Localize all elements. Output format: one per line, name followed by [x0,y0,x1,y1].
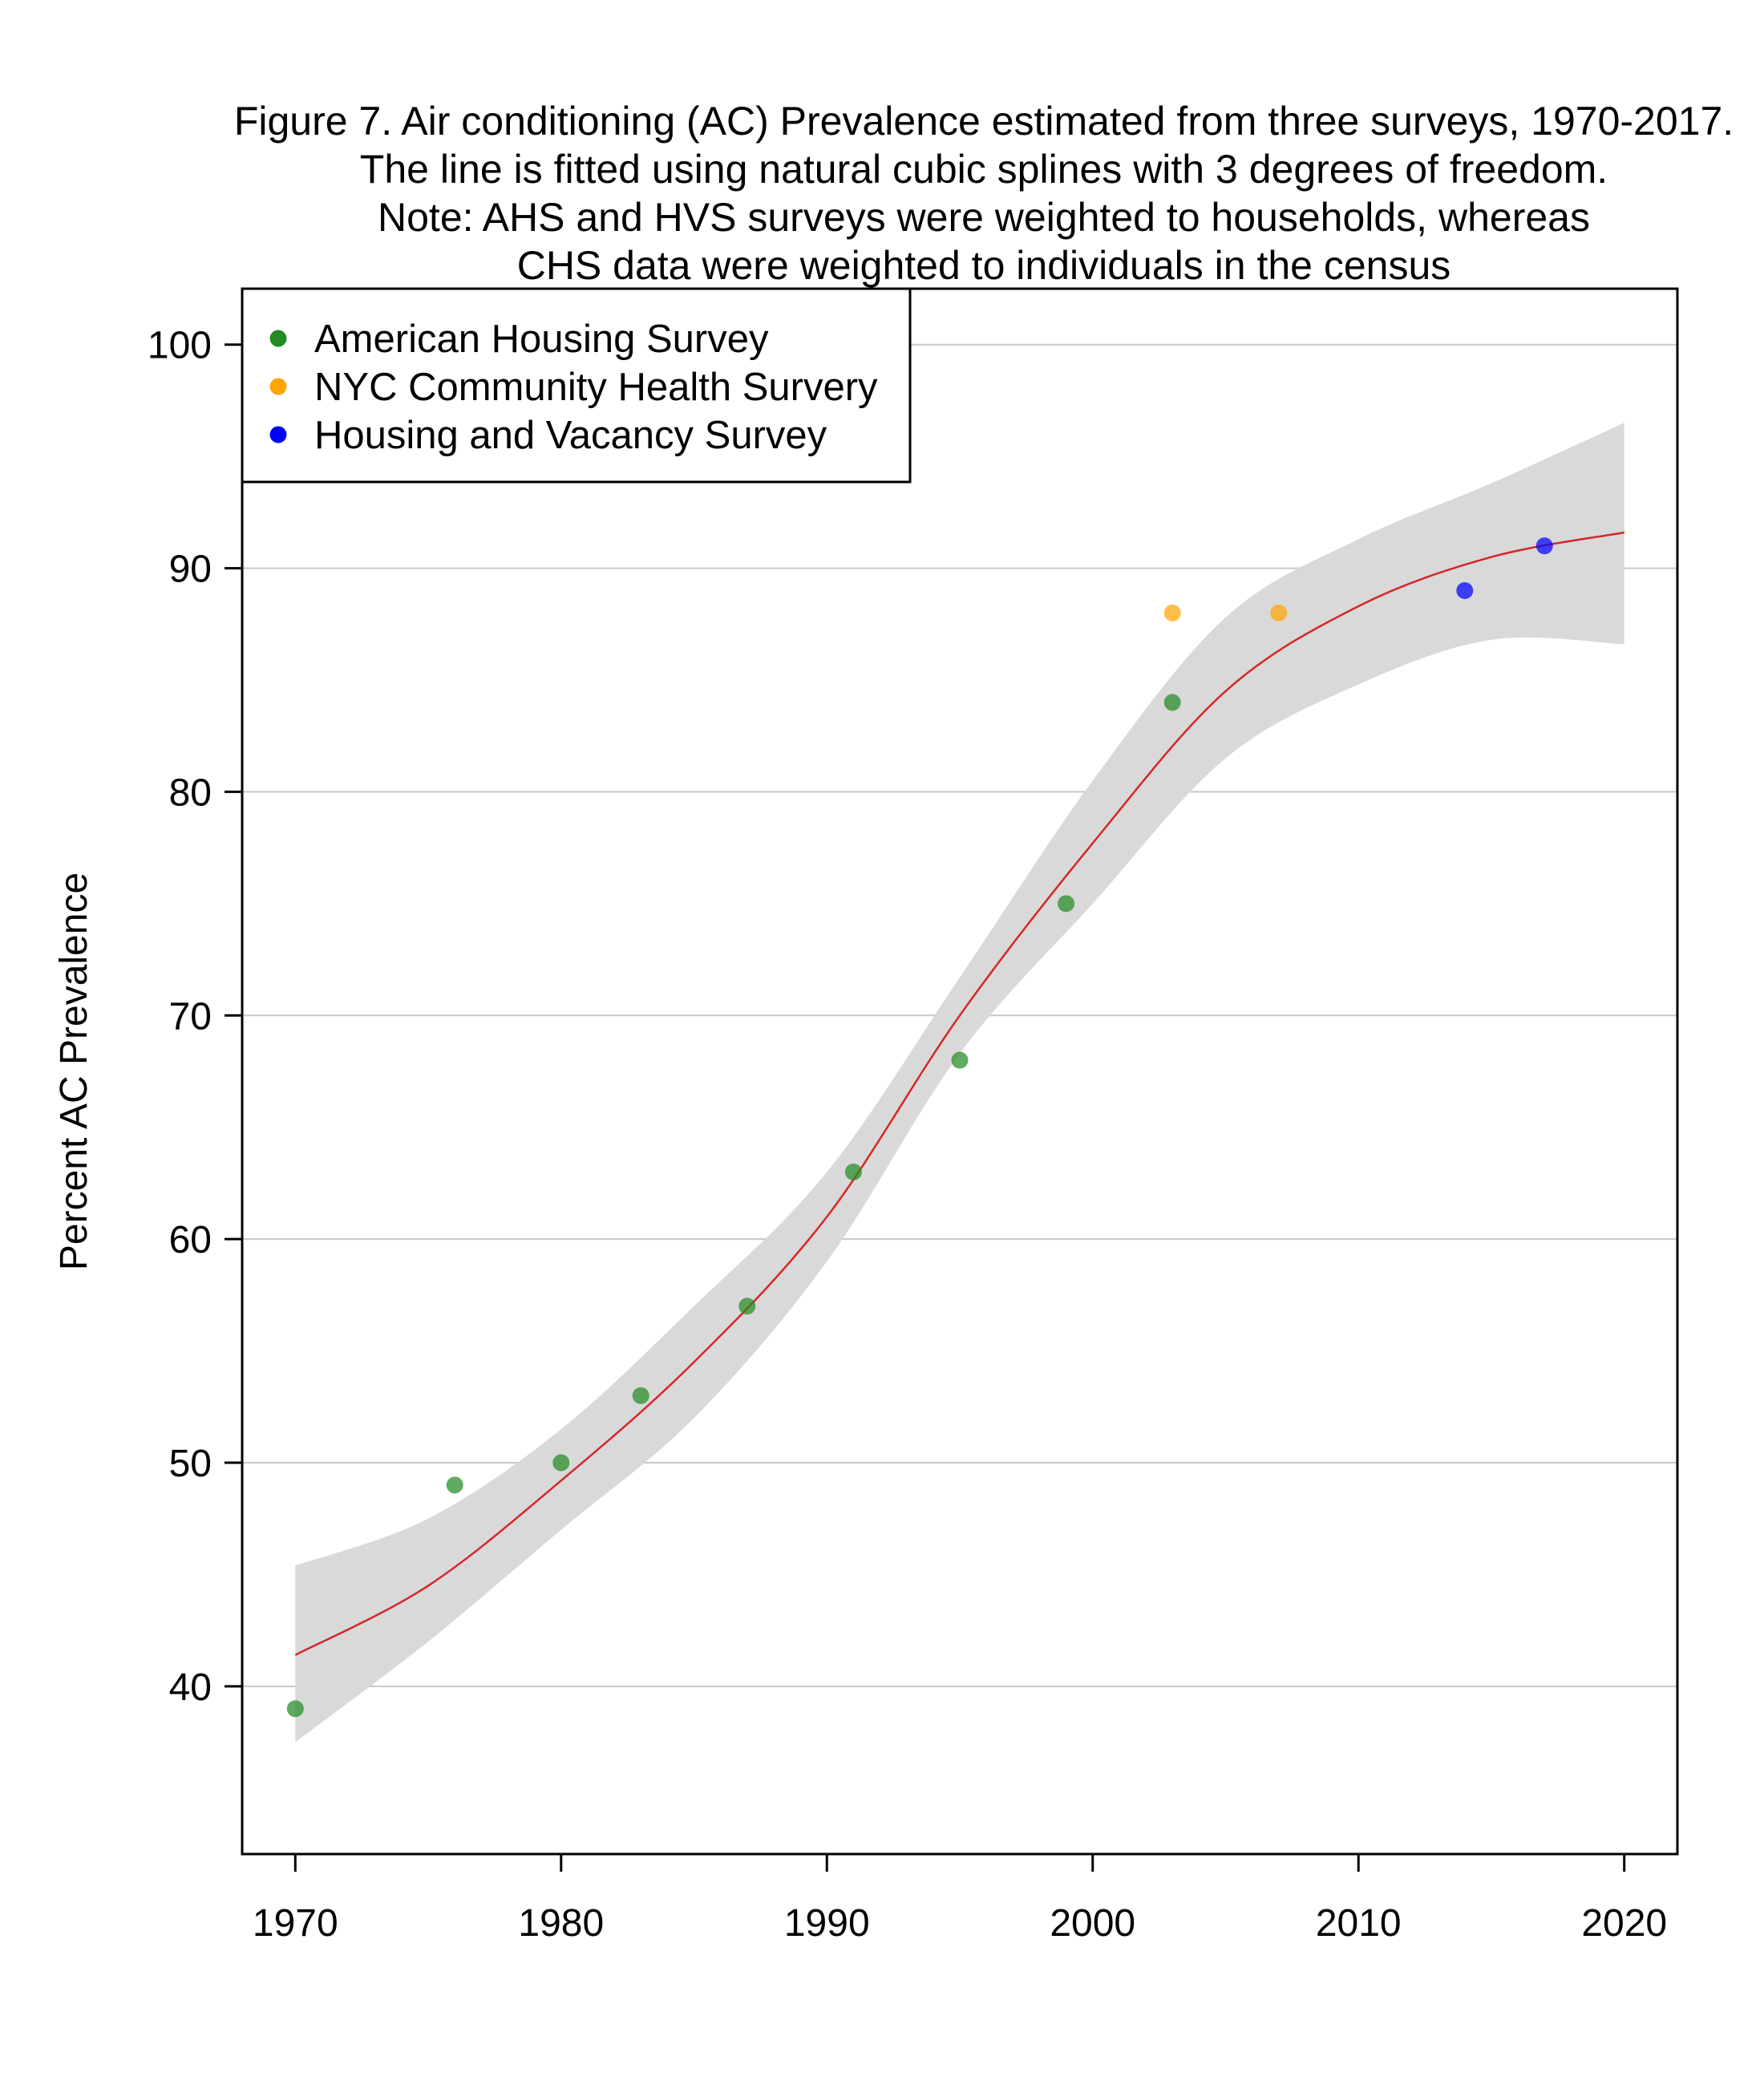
title-line-3: Note: AHS and HVS surveys were weighted … [378,195,1590,240]
legend-label-2: NYC Community Health Survery [314,366,878,409]
title-line-2: The line is fitted using natural cubic s… [360,147,1608,192]
point-series-1-1980 [552,1454,570,1472]
legend: American Housing Survey NYC Community Hea… [241,287,912,484]
legend-marker-3 [269,426,287,443]
point-series-1-1999 [1058,895,1075,913]
title-line-4: CHS data were weighted to individuals in… [517,243,1451,288]
point-series-1-1983 [632,1387,649,1404]
x-tick-label-1990: 1990 [784,1902,870,1945]
point-series-2-2003 [1163,604,1181,621]
title-line-1: Figure 7. Air conditioning (AC) Prevalen… [234,99,1734,144]
point-series-1-1976 [446,1476,463,1494]
y-tick-label-60: 60 [169,1219,212,1261]
legend-label-3: Housing and Vacancy Survey [314,414,827,457]
confidence-band-layer [295,423,1624,1743]
fit-line [294,531,1624,1656]
y-tick-label-90: 90 [169,549,212,591]
y-tick-label-100: 100 [148,325,212,367]
legend-marker-1 [269,330,287,347]
point-series-1-2003 [1163,694,1181,711]
points-layer [286,537,1553,1718]
point-series-1-1995 [951,1051,969,1069]
y-tick-label-50: 50 [169,1443,212,1485]
x-tick-label-2010: 2010 [1316,1902,1402,1945]
y-axis: 40 50 60 70 80 90 100 [148,325,244,1709]
legend-label-1: American Housing Survey [314,318,769,361]
x-axis: 1970 1980 1990 2000 2010 2020 [253,1852,1667,1945]
confidence-band [295,423,1624,1743]
point-series-1-1991 [844,1163,862,1180]
y-tick-label-40: 40 [169,1666,212,1709]
y-tick-label-80: 80 [169,771,212,814]
point-series-1-1987 [738,1298,756,1315]
point-series-2-2007 [1270,604,1288,621]
legend-box [241,287,912,484]
y-axis-title: Percent AC Prevalence [53,872,95,1270]
x-tick-label-1970: 1970 [253,1902,338,1945]
fit-line-layer [294,531,1624,1656]
chart-title: Figure 7. Air conditioning (AC) Prevalen… [234,99,1734,288]
legend-marker-2 [269,378,287,395]
point-series-3-2014 [1456,581,1474,599]
x-tick-label-2020: 2020 [1581,1902,1667,1945]
x-tick-label-1980: 1980 [518,1902,604,1945]
y-tick-label-70: 70 [169,995,212,1038]
point-series-1-1970 [286,1700,304,1718]
point-series-3-2017 [1535,537,1553,555]
x-tick-label-2000: 2000 [1050,1902,1135,1945]
